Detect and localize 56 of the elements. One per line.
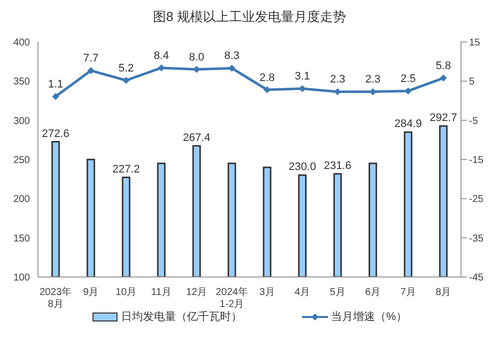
x-tick-label: 2024年 1-2月 <box>216 286 248 310</box>
legend-label: 日均发电量（亿千瓦时） <box>121 310 242 324</box>
point <box>52 92 60 100</box>
x-tick-label: 3月 <box>259 287 275 298</box>
point <box>228 64 236 72</box>
y2-tick-label: -25 <box>469 194 484 206</box>
data-label: 5.8 <box>436 60 452 72</box>
y-tick-label: 150 <box>13 233 30 244</box>
x-tick-label: 4月 <box>294 287 310 298</box>
data-label: 2.3 <box>365 74 381 86</box>
data-label: 2.3 <box>330 74 346 86</box>
x-tick-label: 6月 <box>365 287 381 298</box>
data-label: 292.7 <box>430 112 458 124</box>
data-label: 7.7 <box>83 52 99 65</box>
point <box>87 67 94 74</box>
data-label: 284.9 <box>394 118 422 130</box>
y2-tick-label: -5 <box>469 116 478 127</box>
point <box>264 86 271 94</box>
data-label: 231.6 <box>324 160 352 172</box>
data-label: 267.4 <box>182 132 210 144</box>
data-label: 5.2 <box>118 62 134 74</box>
legend-label: 当月增速（%） <box>331 310 407 324</box>
data-label: 230.0 <box>288 161 316 174</box>
x-tick-label: 8月 <box>436 287 452 298</box>
y-tick-label: 250 <box>13 155 30 166</box>
x-tick-label: 2023年 8月 <box>40 286 72 310</box>
point <box>158 64 165 72</box>
y-tick-label: 350 <box>13 76 30 88</box>
data-label: 2.5 <box>400 72 416 85</box>
x-tick-label: 7月 <box>400 287 416 298</box>
y-tick-label: 400 <box>13 38 30 49</box>
y2-tick-label: 5 <box>469 76 475 88</box>
y2-tick-label: -35 <box>469 233 484 244</box>
y2-tick-label: -15 <box>469 155 484 166</box>
y-tick-label: 300 <box>13 116 30 127</box>
x-tick-label: 11月 <box>151 287 172 298</box>
data-label: 8.4 <box>154 50 170 62</box>
data-label: 1.1 <box>48 78 64 90</box>
x-tick-label: 5月 <box>330 287 346 298</box>
point <box>122 76 130 84</box>
y2-tick-label: 15 <box>469 38 481 49</box>
point <box>440 74 447 82</box>
chart-title: 图8 规模以上工业发电量月度走势 <box>152 8 347 26</box>
data-label: 3.1 <box>294 70 310 83</box>
x-tick-label: 9月 <box>83 287 99 298</box>
y2-tick-label: -45 <box>469 272 484 284</box>
data-label: 8.3 <box>224 50 240 62</box>
data-label: 2.8 <box>259 72 275 84</box>
x-tick-label: 10月 <box>116 287 137 298</box>
data-label: 272.6 <box>42 128 70 140</box>
point <box>404 87 412 94</box>
y-tick-label: 200 <box>13 194 30 206</box>
data-label: 8.0 <box>188 51 204 64</box>
y-tick-label: 100 <box>13 272 30 284</box>
data-label: 227.2 <box>112 163 140 176</box>
x-tick-label: 12月 <box>186 287 208 298</box>
